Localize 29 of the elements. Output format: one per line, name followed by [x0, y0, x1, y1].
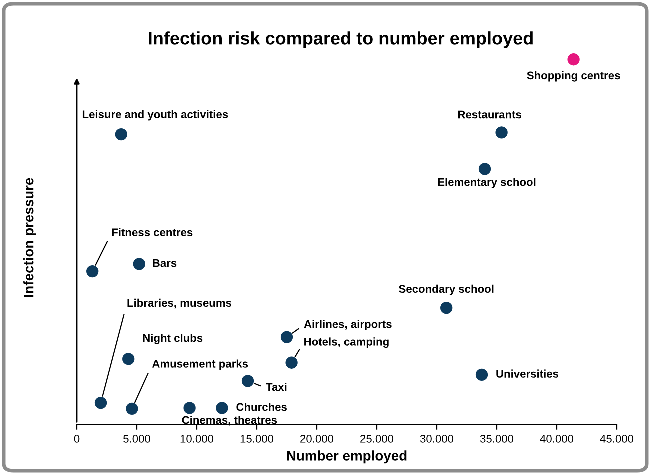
annotation: Taxi: [266, 382, 287, 392]
annotation: Secondary school: [399, 284, 494, 296]
x-tick-label: 25.000: [360, 435, 394, 443]
x-tick-label: 20.000: [300, 435, 334, 443]
chart-title: Infection risk compared to number employed: [149, 32, 533, 48]
y-axis-title: Infection pressure: [24, 178, 36, 298]
annotation: Churches: [236, 403, 287, 412]
annotation: Shopping centres: [527, 71, 620, 82]
annotation: Hotels, camping: [304, 338, 389, 348]
annotation: Airlines, airports: [304, 320, 392, 330]
x-tick-label: 30.000: [420, 435, 454, 443]
annotation: Restaurants: [458, 110, 522, 119]
x-tick-label: 15.000: [240, 435, 274, 443]
x-tick-label: 0: [74, 435, 80, 443]
x-tick-label: 10.000: [180, 435, 214, 443]
annotation: Bars: [153, 259, 177, 268]
x-tick-label: 45.000: [600, 435, 634, 443]
x-tick-label: 40.000: [540, 435, 574, 443]
annotation: Amusement parks: [152, 360, 248, 370]
annotation: Fitness centres: [112, 228, 193, 237]
annotation: Night clubs: [143, 334, 203, 344]
annotation: Libraries, museums: [128, 298, 232, 309]
x-tick-label: 35.000: [480, 435, 514, 443]
annotation: Universities: [496, 370, 559, 378]
x-axis-title: Number employed: [287, 450, 407, 464]
annotation: Elementary school: [438, 178, 536, 188]
x-tick-label: 5.000: [124, 435, 150, 443]
annotation: Cinemas, theatres: [182, 416, 278, 426]
annotation: Leisure and youth activities: [82, 110, 228, 121]
